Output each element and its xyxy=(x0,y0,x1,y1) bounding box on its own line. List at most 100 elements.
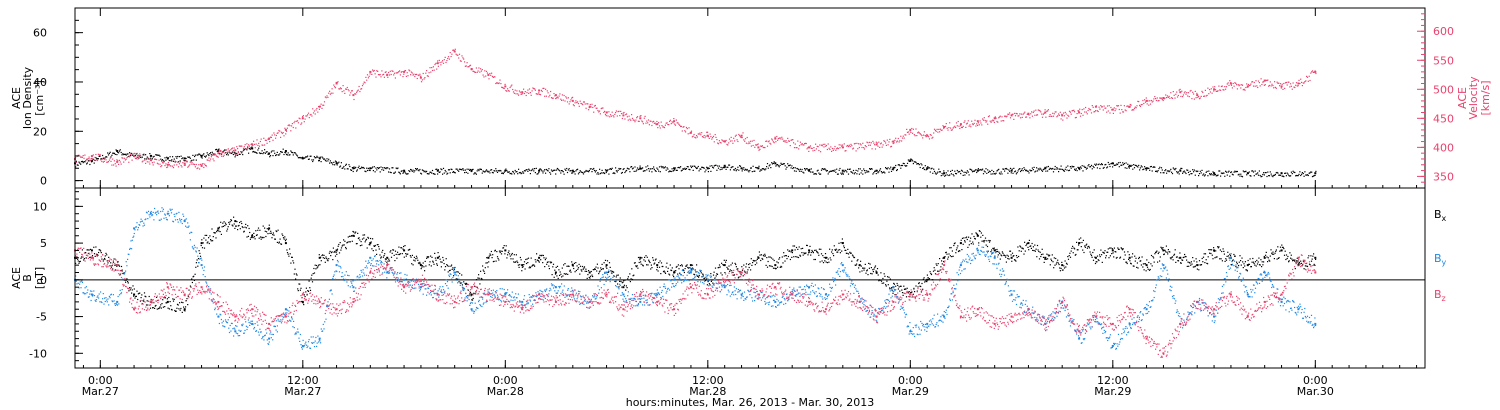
b-sample xyxy=(79,261,81,263)
velocity-sample xyxy=(593,111,595,113)
density-sample xyxy=(1086,167,1088,169)
density-sample xyxy=(1041,170,1044,172)
density-sample xyxy=(489,172,491,174)
b-sample xyxy=(683,271,685,274)
b-sample xyxy=(615,276,617,278)
density-sample xyxy=(179,160,181,162)
velocity-sample xyxy=(678,123,680,125)
b-sample xyxy=(389,251,391,253)
density-sample xyxy=(446,173,448,175)
velocity-sample xyxy=(717,143,720,145)
velocity-sample xyxy=(438,59,440,61)
b-sample xyxy=(430,255,432,257)
velocity-sample xyxy=(305,115,307,117)
b-sample xyxy=(630,278,632,280)
density-sample xyxy=(994,173,996,175)
velocity-sample xyxy=(1047,109,1049,111)
velocity-sample xyxy=(982,119,985,121)
velocity-sample xyxy=(876,142,878,144)
density-sample xyxy=(1151,170,1153,172)
b-sample xyxy=(260,238,262,240)
velocity-sample xyxy=(683,126,685,128)
b-sample xyxy=(301,301,303,303)
density-sample xyxy=(267,153,269,155)
b-sample xyxy=(1040,253,1043,256)
b-sample xyxy=(1186,259,1188,261)
b-sample xyxy=(322,254,324,256)
density-sample xyxy=(978,169,980,171)
velocity-sample xyxy=(867,142,869,144)
density-sample xyxy=(1090,166,1092,168)
b-sample xyxy=(226,228,229,230)
b-sample xyxy=(91,249,93,252)
density-sample xyxy=(936,172,938,174)
b-sample xyxy=(829,257,831,259)
density-sample xyxy=(528,168,530,170)
density-sample xyxy=(321,156,323,158)
velocity-sample xyxy=(415,73,417,76)
density-sample xyxy=(664,166,666,168)
b-sample xyxy=(821,260,823,262)
b-sample xyxy=(828,261,830,263)
velocity-sample xyxy=(1176,91,1178,93)
velocity-sample xyxy=(430,71,432,73)
velocity-sample xyxy=(699,132,701,134)
b-point xyxy=(689,264,692,267)
velocity-sample xyxy=(130,154,132,156)
b-point xyxy=(1078,242,1081,245)
b-point xyxy=(403,249,406,252)
density-sample xyxy=(1139,169,1141,171)
b-sample xyxy=(1258,257,1260,259)
b-sample xyxy=(895,285,897,287)
density-sample xyxy=(511,173,513,175)
density-sample xyxy=(384,167,386,169)
velocity-sample xyxy=(1257,80,1260,82)
density-sample xyxy=(346,168,348,170)
density-sample xyxy=(946,174,948,176)
velocity-sample xyxy=(211,154,213,156)
b-sample xyxy=(772,258,774,260)
density-sample xyxy=(1158,168,1160,170)
b-sample xyxy=(1125,261,1127,263)
velocity-sample xyxy=(161,162,164,164)
velocity-sample xyxy=(1069,111,1071,113)
b-sample xyxy=(288,255,290,257)
b-sample xyxy=(564,263,566,265)
b-sample xyxy=(585,268,587,270)
b-sample xyxy=(1102,251,1104,253)
b-sample xyxy=(273,234,275,236)
velocity-sample xyxy=(100,159,102,161)
density-sample xyxy=(265,151,267,153)
b-sample xyxy=(1040,255,1042,258)
velocity-sample xyxy=(426,75,428,77)
velocity-sample xyxy=(459,60,461,62)
b-sample xyxy=(690,268,692,270)
b-sample xyxy=(718,266,720,269)
velocity-sample xyxy=(685,131,687,133)
velocity-sample xyxy=(762,146,764,149)
b-sample xyxy=(372,238,374,240)
density-sample xyxy=(164,157,166,159)
density-sample xyxy=(485,169,488,171)
b-point xyxy=(1111,249,1114,252)
b-sample xyxy=(1253,262,1255,265)
b-sample xyxy=(700,272,702,274)
velocity-sample xyxy=(1003,120,1005,122)
b-sample xyxy=(1173,253,1176,255)
velocity-sample xyxy=(1197,96,1199,98)
b-point xyxy=(1010,256,1013,259)
b-sample xyxy=(75,257,77,259)
velocity-sample xyxy=(1231,87,1233,89)
b-sample xyxy=(1169,257,1171,259)
b-sample xyxy=(748,266,750,269)
density-sample xyxy=(285,152,287,154)
density-sample xyxy=(764,169,766,171)
velocity-sample xyxy=(788,140,790,142)
velocity-sample xyxy=(609,116,611,118)
density-sample xyxy=(1258,170,1260,172)
density-sample xyxy=(196,154,198,156)
density-sample xyxy=(128,155,130,157)
velocity-sample xyxy=(1223,89,1225,91)
velocity-sample xyxy=(631,114,633,116)
